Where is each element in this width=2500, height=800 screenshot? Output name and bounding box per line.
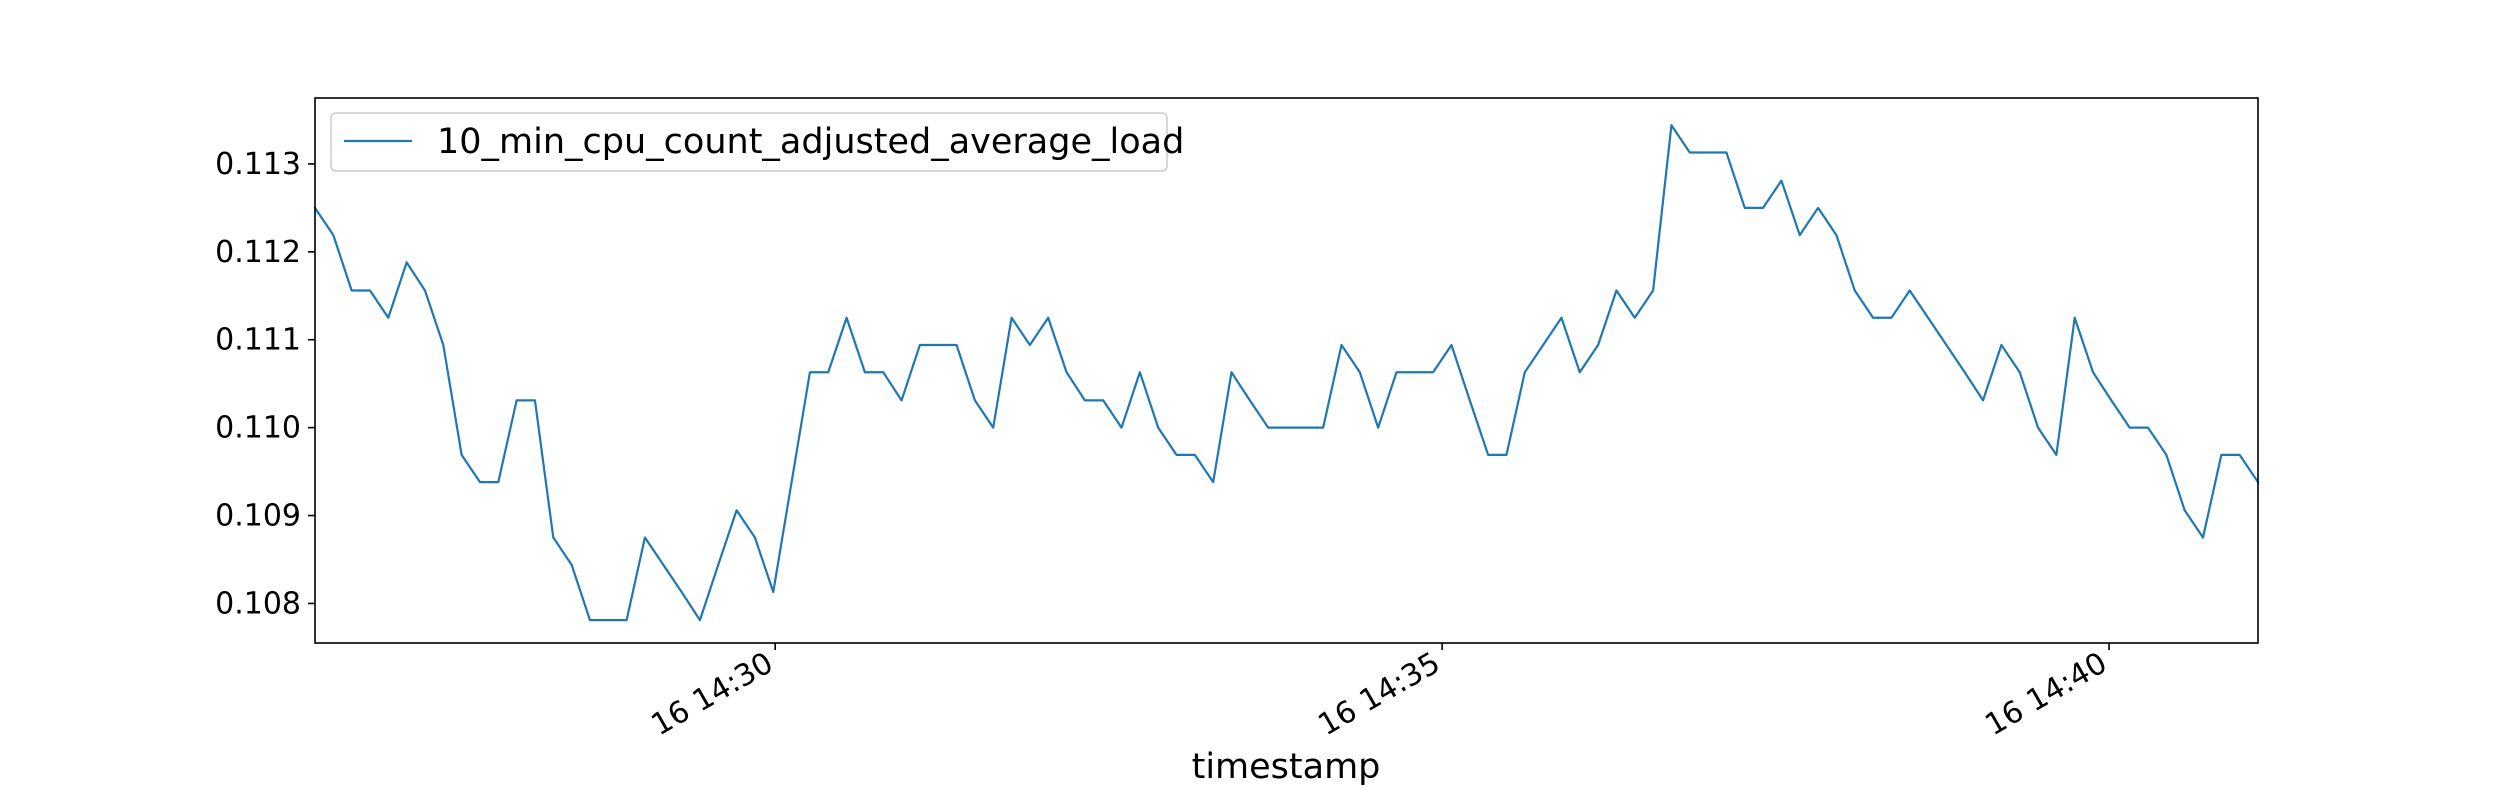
x-axis-label: timestamp (1192, 747, 1381, 787)
series-line (313, 124, 2260, 622)
legend-label: 10_min_cpu_count_adjusted_average_load (437, 122, 1184, 162)
y-axis: 0.108 0.109 0.110 0.111 0.112 0.113 (215, 147, 315, 621)
y-tick-label: 0.110 (215, 411, 301, 446)
x-tick-label: 16 14:40 (1979, 646, 2113, 743)
x-tick-label: 16 14:35 (1312, 646, 1446, 743)
y-tick-label: 0.109 (215, 499, 301, 534)
y-tick-label: 0.111 (215, 323, 301, 358)
x-axis: 16 14:30 16 14:35 16 14:40 (645, 643, 2113, 743)
plot-area (313, 97, 2260, 644)
y-tick-label: 0.108 (215, 586, 301, 621)
series-layer (313, 124, 2260, 622)
x-tick-label: 16 14:30 (645, 646, 779, 743)
legend: 10_min_cpu_count_adjusted_average_load (330, 112, 1184, 172)
y-tick-label: 0.113 (215, 147, 301, 182)
legend-box (330, 112, 1168, 172)
y-tick-label: 0.112 (215, 235, 301, 270)
plot-frame (314, 97, 2259, 644)
